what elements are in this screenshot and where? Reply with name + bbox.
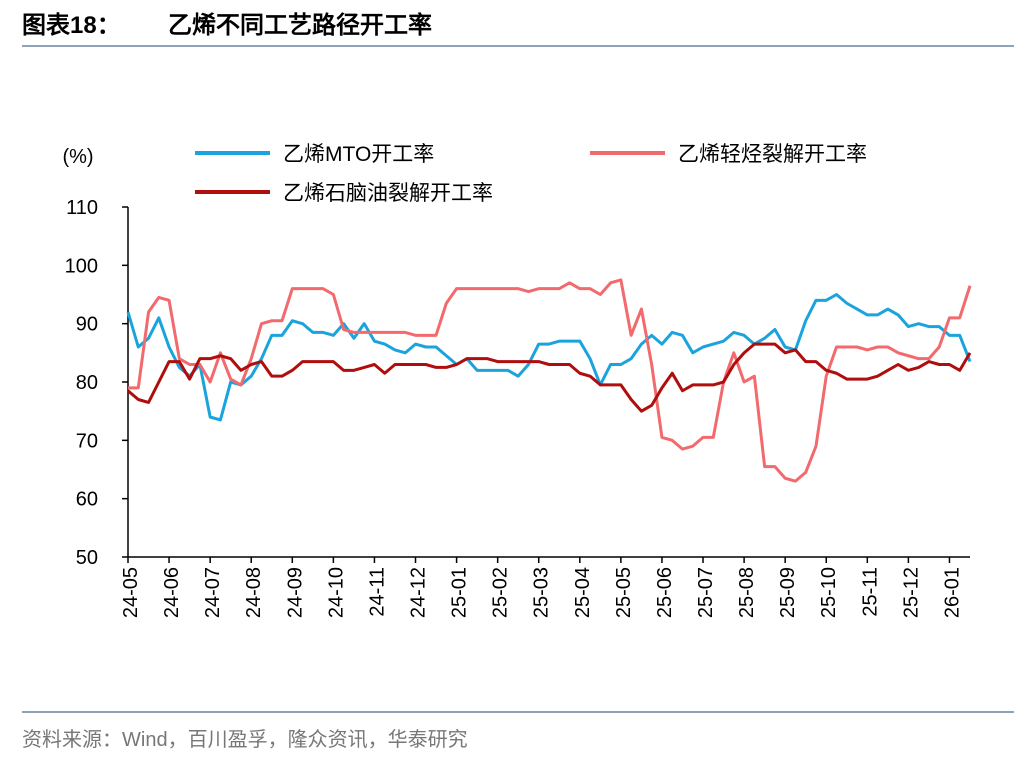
- y-axis-label: (%): [62, 146, 93, 168]
- x-tick-label: 25-10: [818, 567, 840, 618]
- x-tick-label: 24-08: [243, 567, 265, 618]
- x-tick-label: 26-01: [941, 567, 963, 618]
- x-tick-label: 24-10: [325, 567, 347, 618]
- x-tick-label: 25-08: [736, 567, 758, 618]
- x-tick-label: 25-04: [572, 567, 594, 618]
- x-tick-label: 25-02: [490, 567, 512, 618]
- x-tick-label: 24-12: [408, 567, 430, 618]
- y-tick-label: 100: [65, 255, 98, 277]
- x-tick-label: 25-06: [654, 567, 676, 618]
- chart-title: 乙烯不同工艺路径开工率: [168, 11, 432, 39]
- x-tick-label: 25-05: [613, 567, 635, 618]
- series-line: [127, 342, 972, 413]
- x-tick-label: 25-07: [695, 567, 717, 618]
- source-note: 资料来源：Wind，百川盈孚，隆众资讯，华泰研究: [22, 728, 468, 751]
- legend-label: 乙烯轻烃裂解开工率: [678, 143, 867, 166]
- figure-label: 图表18：: [22, 12, 121, 39]
- y-tick-label: 90: [76, 314, 98, 336]
- x-tick-label: 24-05: [120, 567, 142, 618]
- y-tick-label: 50: [76, 547, 98, 569]
- x-tick-label: 25-01: [449, 567, 471, 618]
- y-tick-label: 70: [76, 430, 98, 452]
- x-tick-label: 25-12: [900, 567, 922, 618]
- x-tick-label: 25-09: [777, 567, 799, 618]
- x-tick-label: 25-03: [531, 567, 553, 618]
- x-tick-label: 24-07: [202, 567, 224, 618]
- series-line: [128, 278, 972, 483]
- legend-label: 乙烯MTO开工率: [283, 143, 434, 166]
- legend-label: 乙烯石脑油裂解开工率: [283, 182, 493, 205]
- x-tick-label: 24-09: [284, 567, 306, 618]
- y-tick-label: 60: [76, 489, 98, 511]
- x-tick-label: 25-11: [859, 567, 881, 617]
- y-tick-label: 110: [66, 197, 98, 219]
- x-tick-label: 24-11: [366, 567, 388, 617]
- x-tick-label: 24-06: [161, 567, 183, 618]
- y-tick-label: 80: [76, 372, 98, 394]
- series-line: [126, 293, 972, 422]
